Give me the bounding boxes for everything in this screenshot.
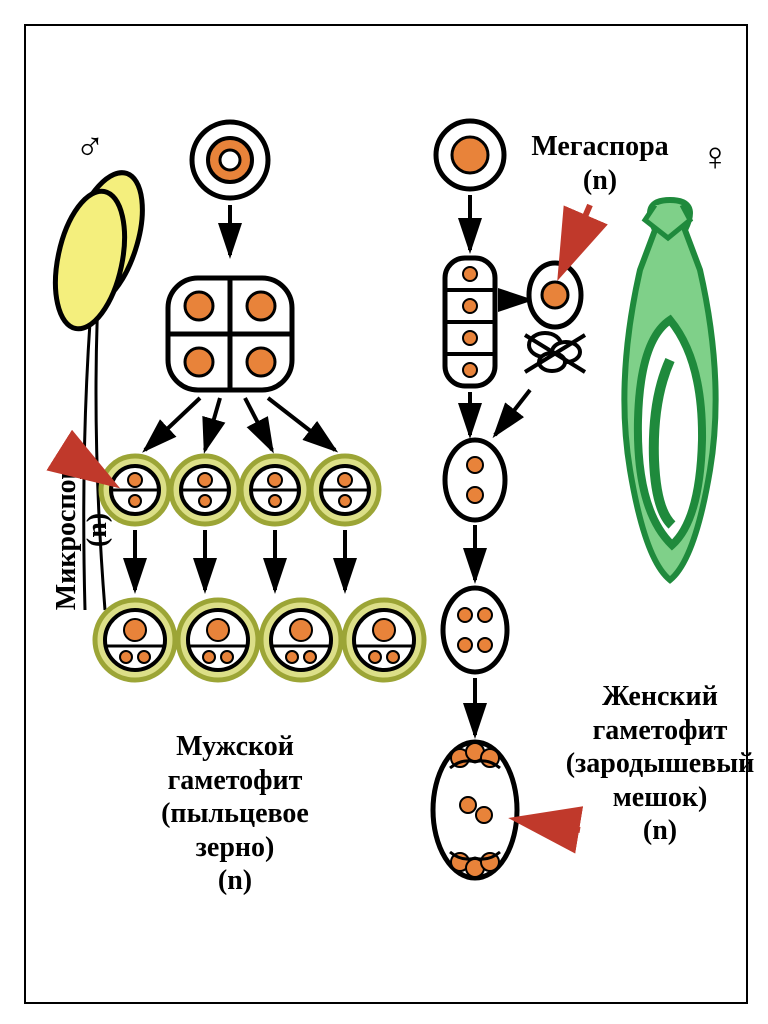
megaspore-linear-tetrad (445, 258, 495, 386)
megaspore-mother-cell (436, 121, 504, 189)
microspore-mother-cell (192, 122, 268, 198)
embryo-sac (433, 742, 517, 878)
arrow-f2b (495, 390, 530, 435)
female-symbol: ♀ (700, 134, 730, 179)
two-nucleate (445, 440, 505, 520)
embryo-sac-pointer (520, 820, 580, 830)
surviving-megaspore (525, 263, 585, 372)
stamen-illustration (44, 164, 157, 610)
ovule-illustration (624, 200, 715, 580)
male-symbol: ♂ (75, 124, 105, 169)
arrow-diverge-2 (205, 398, 220, 450)
pollen-row-1 (101, 456, 379, 524)
four-nucleate (443, 588, 507, 672)
arrow-diverge-1 (145, 398, 200, 450)
arrow-diverge-3 (245, 398, 272, 450)
microspore-tetrad (168, 278, 292, 390)
megaspore-pointer (562, 205, 590, 270)
arrow-diverge-4 (268, 398, 335, 450)
diagram-svg: ♂ ♀ (0, 0, 768, 1024)
pollen-row-2 (95, 600, 424, 680)
